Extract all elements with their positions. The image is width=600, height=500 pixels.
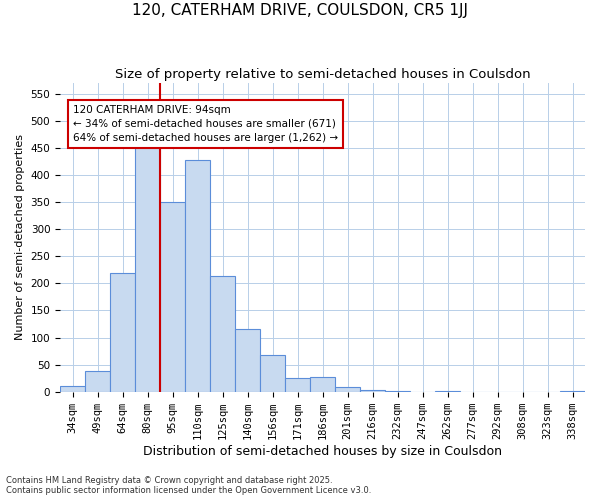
Bar <box>435 391 460 392</box>
Bar <box>210 276 235 392</box>
Bar <box>235 330 260 392</box>
Title: Size of property relative to semi-detached houses in Coulsdon: Size of property relative to semi-detach… <box>115 68 530 80</box>
Bar <box>160 202 185 392</box>
Bar <box>560 390 585 392</box>
Bar <box>335 388 360 392</box>
Text: 120 CATERHAM DRIVE: 94sqm
← 34% of semi-detached houses are smaller (671)
64% of: 120 CATERHAM DRIVE: 94sqm ← 34% of semi-… <box>73 104 338 142</box>
Bar <box>260 355 285 392</box>
Text: Contains HM Land Registry data © Crown copyright and database right 2025.
Contai: Contains HM Land Registry data © Crown c… <box>6 476 371 495</box>
Bar <box>135 146 160 392</box>
Bar <box>385 390 410 392</box>
Text: 120, CATERHAM DRIVE, COULSDON, CR5 1JJ: 120, CATERHAM DRIVE, COULSDON, CR5 1JJ <box>132 2 468 18</box>
Bar <box>60 386 85 392</box>
Bar <box>360 390 385 392</box>
Y-axis label: Number of semi-detached properties: Number of semi-detached properties <box>15 134 25 340</box>
Bar <box>85 371 110 392</box>
Bar <box>110 272 135 392</box>
Bar <box>310 376 335 392</box>
X-axis label: Distribution of semi-detached houses by size in Coulsdon: Distribution of semi-detached houses by … <box>143 444 502 458</box>
Bar <box>285 378 310 392</box>
Bar <box>185 160 210 392</box>
